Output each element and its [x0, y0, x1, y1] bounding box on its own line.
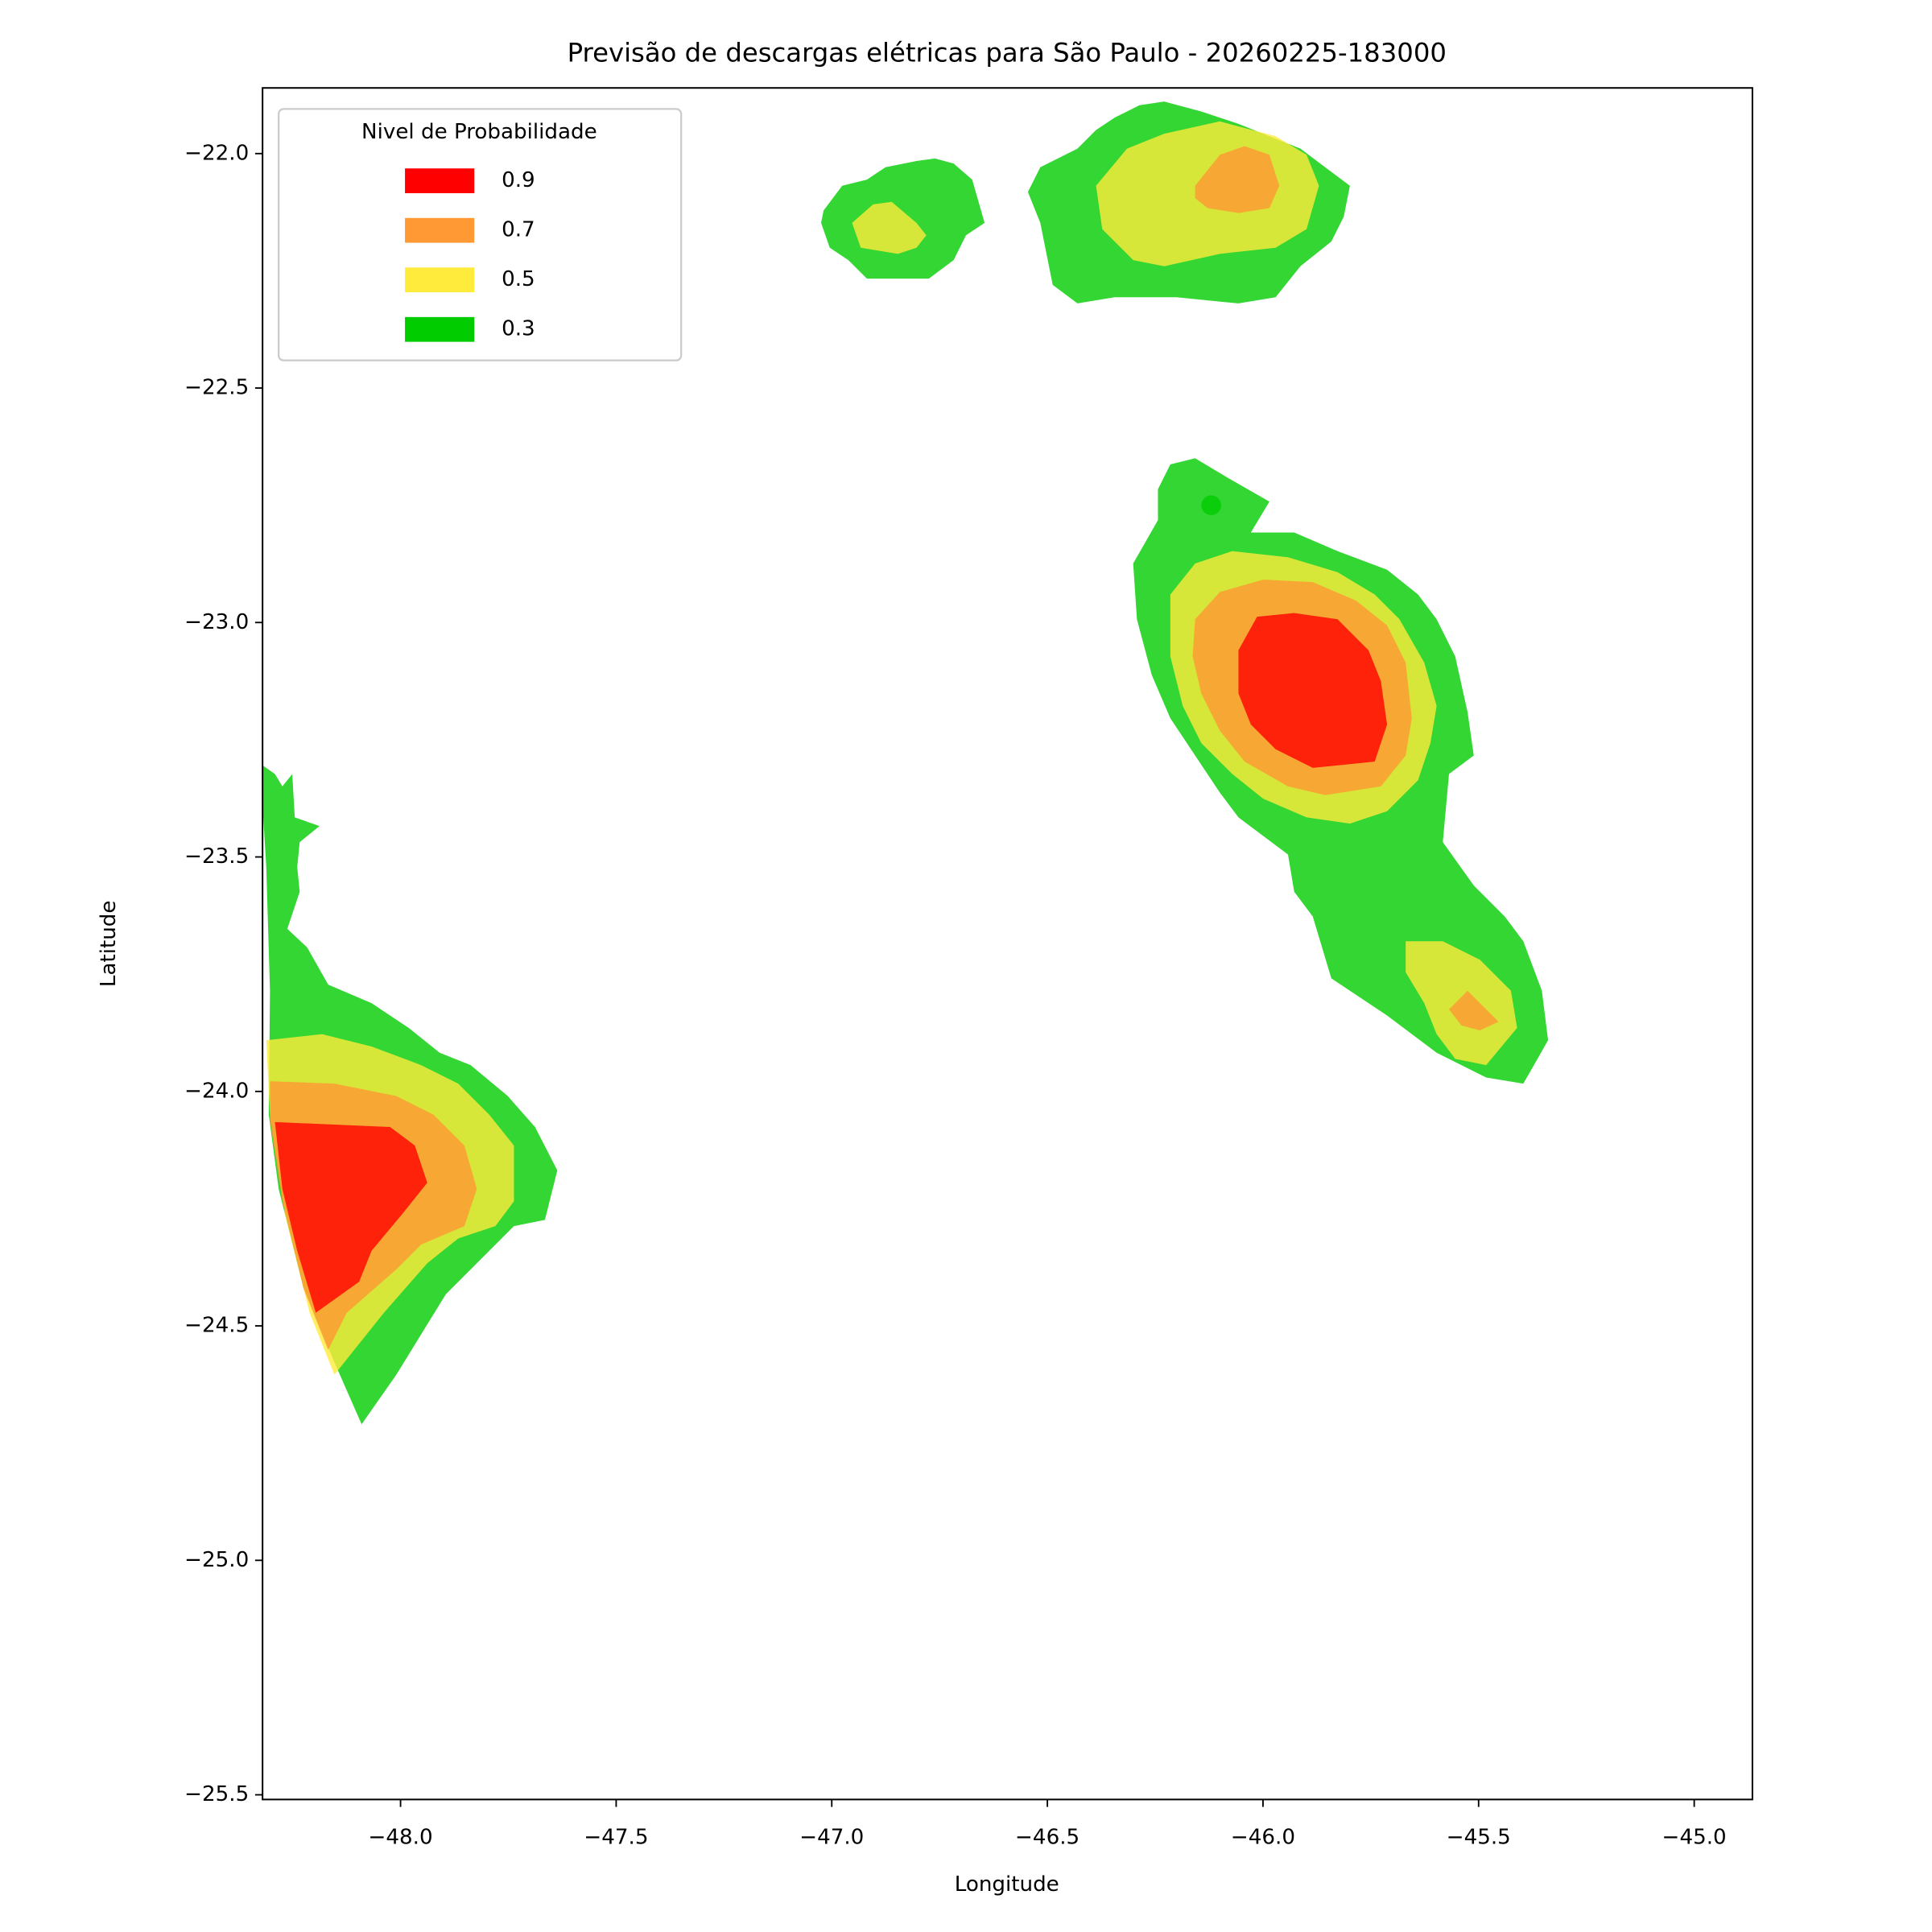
- y-tick-label: −24.0: [184, 1079, 249, 1103]
- chart-title: Previsão de descargas elétricas para São…: [568, 38, 1447, 68]
- contour-region: [1449, 990, 1499, 1030]
- marker-point: [1201, 495, 1221, 515]
- legend-label: 0.9: [502, 168, 535, 192]
- y-tick-label: −23.5: [184, 844, 249, 869]
- y-tick-label: −22.0: [184, 141, 249, 165]
- legend-swatch: [405, 267, 475, 293]
- y-tick-label: −25.5: [184, 1782, 249, 1806]
- x-tick-label: −46.5: [1015, 1826, 1080, 1850]
- legend-swatch: [405, 168, 475, 193]
- contour-layer: [262, 101, 1549, 1425]
- legend-swatch: [405, 316, 475, 342]
- x-axis-label: Longitude: [955, 1872, 1059, 1897]
- x-tick-label: −47.0: [799, 1826, 864, 1850]
- x-tick-label: −48.0: [369, 1826, 433, 1850]
- y-tick-label: −23.0: [184, 610, 249, 634]
- x-tick-label: −45.5: [1447, 1826, 1511, 1850]
- plot-frame: [262, 87, 1753, 1801]
- y-tick-label: −25.0: [184, 1548, 249, 1572]
- legend-label: 0.7: [502, 218, 535, 242]
- x-tick-label: −47.5: [584, 1826, 648, 1850]
- contour-region: [1195, 146, 1280, 213]
- contour-region: [275, 1121, 427, 1313]
- x-tick-label: −45.0: [1662, 1826, 1727, 1850]
- y-tick-label: −22.5: [184, 376, 249, 400]
- legend: Nivel de Probabilidade 0.9 0.7 0.5 0.3: [278, 108, 683, 361]
- legend-label: 0.5: [502, 267, 535, 291]
- legend-title: Nivel de Probabilidade: [361, 120, 597, 144]
- y-tick-label: −24.5: [184, 1314, 249, 1338]
- legend-swatch: [405, 217, 475, 243]
- legend-box: [278, 108, 683, 361]
- contour-region: [1238, 613, 1388, 768]
- legend-label: 0.3: [502, 317, 535, 341]
- contour-region: [852, 201, 927, 254]
- x-tick-label: −46.0: [1231, 1826, 1295, 1850]
- y-axis-label: Latitude: [97, 901, 121, 988]
